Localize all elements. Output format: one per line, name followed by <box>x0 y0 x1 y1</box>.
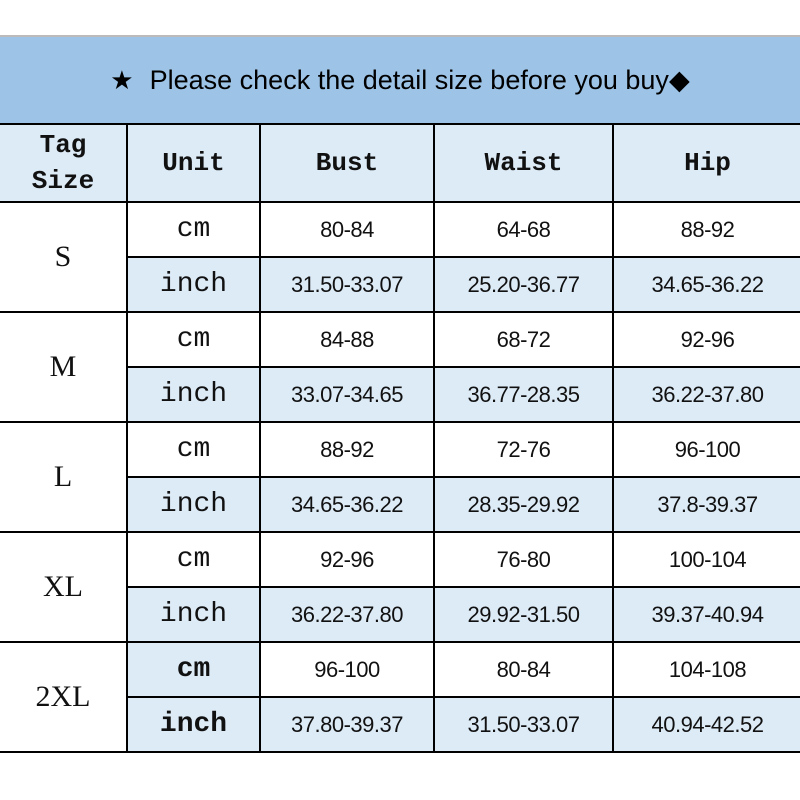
diamond-icon: ◆ <box>668 65 690 95</box>
waist-cell: 28.35-29.92 <box>433 476 614 533</box>
header-hip: Hip <box>612 123 800 203</box>
size-label: 2XL <box>0 641 128 753</box>
bust-cell: 31.50-33.07 <box>259 256 435 313</box>
bust-cell: 36.22-37.80 <box>259 586 435 643</box>
hip-cell: 96-100 <box>612 421 800 478</box>
header-row: Tag Size Unit Bust Waist Hip <box>0 123 800 203</box>
hip-cell: 40.94-42.52 <box>612 696 800 753</box>
waist-cell: 31.50-33.07 <box>433 696 614 753</box>
hip-cell: 88-92 <box>612 201 800 258</box>
header-waist: Waist <box>433 123 614 203</box>
unit-cell: inch <box>127 586 261 643</box>
header-bust: Bust <box>259 123 435 203</box>
bust-cell: 92-96 <box>259 531 435 588</box>
header-tag-size: Tag Size <box>0 123 128 203</box>
size-label: XL <box>0 531 128 643</box>
unit-cell: cm <box>126 531 261 588</box>
size-label: M <box>0 311 128 423</box>
hip-cell: 92-96 <box>612 311 800 368</box>
bust-cell: 80-84 <box>259 201 435 258</box>
waist-cell: 36.77-28.35 <box>433 366 614 423</box>
table-row: inch 36.22-37.80 29.92-31.50 39.37-40.94 <box>0 586 800 643</box>
header-unit: Unit <box>126 123 261 203</box>
bust-cell: 33.07-34.65 <box>259 366 435 423</box>
banner-text: Please check the detail size before you … <box>149 65 669 95</box>
waist-cell: 25.20-36.77 <box>433 256 614 313</box>
hip-cell: 37.8-39.37 <box>612 476 800 533</box>
bust-cell: 34.65-36.22 <box>259 476 435 533</box>
bust-cell: 96-100 <box>259 641 435 698</box>
hip-cell: 100-104 <box>612 531 800 588</box>
star-icon: ★ <box>110 65 134 95</box>
waist-cell: 29.92-31.50 <box>433 586 614 643</box>
table-row: inch 34.65-36.22 28.35-29.92 37.8-39.37 <box>0 476 800 533</box>
table-row: 2XL cm 96-100 80-84 104-108 <box>0 641 800 753</box>
hip-cell: 104-108 <box>612 641 800 698</box>
unit-cell: cm <box>126 311 261 368</box>
waist-cell: 72-76 <box>433 421 614 478</box>
bust-cell: 88-92 <box>259 421 435 478</box>
unit-cell: inch <box>127 366 261 423</box>
hip-cell: 39.37-40.94 <box>612 586 800 643</box>
size-label: S <box>0 201 128 313</box>
unit-cell: cm <box>126 421 261 478</box>
table-row: XL cm 92-96 76-80 100-104 <box>0 531 800 643</box>
waist-cell: 80-84 <box>433 641 614 698</box>
waist-cell: 64-68 <box>433 201 614 258</box>
size-label: L <box>0 421 128 533</box>
bust-cell: 37.80-39.37 <box>259 696 435 753</box>
unit-cell: inch <box>127 476 261 533</box>
waist-cell: 68-72 <box>433 311 614 368</box>
table-row: inch 33.07-34.65 36.77-28.35 36.22-37.80 <box>0 366 800 423</box>
table-row: inch 31.50-33.07 25.20-36.77 34.65-36.22 <box>0 256 800 313</box>
unit-cell: cm <box>126 641 261 698</box>
unit-cell: inch <box>127 256 261 313</box>
unit-cell: inch <box>127 696 261 753</box>
hip-cell: 36.22-37.80 <box>612 366 800 423</box>
waist-cell: 76-80 <box>433 531 614 588</box>
hip-cell: 34.65-36.22 <box>612 256 800 313</box>
table-row: inch 37.80-39.37 31.50-33.07 40.94-42.52 <box>0 696 800 753</box>
bust-cell: 84-88 <box>259 311 435 368</box>
unit-cell: cm <box>126 201 261 258</box>
title-banner: ★ Please check the detail size before yo… <box>0 35 800 124</box>
